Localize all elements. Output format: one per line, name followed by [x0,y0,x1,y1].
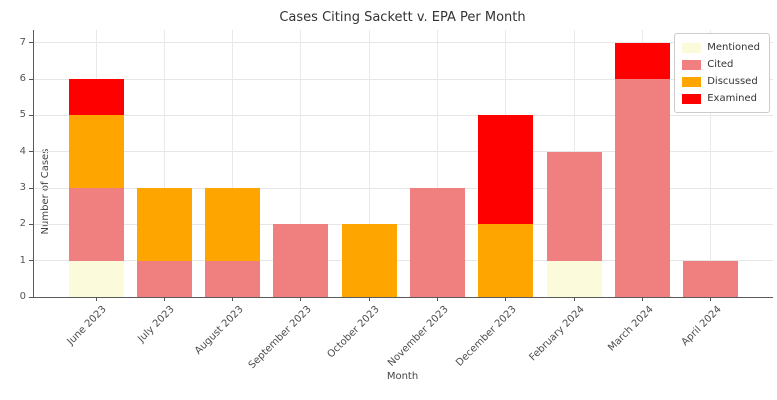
y-tick-label: 6 [19,73,26,85]
legend-label: Mentioned [707,42,760,53]
y-axis-label: Number of Cases [40,148,51,235]
legend-swatch-icon [682,76,702,87]
y-tick-label: 5 [19,109,26,121]
bar-segment-cited [205,260,261,297]
legend-item: Mentioned [682,39,760,56]
bar-segment-discussed [341,224,397,297]
bar-segment-mentioned [546,260,602,297]
gridline-v [163,30,165,297]
gridline-v [232,30,234,297]
x-tick-mark [505,297,507,301]
legend-label: Examined [707,93,757,104]
y-tick-label: 3 [19,182,26,194]
gridline-h [34,223,773,225]
bar-segment-cited [136,260,192,297]
gridline-h [34,187,773,189]
bar-segment-cited [683,260,739,297]
x-tick-mark [368,297,370,301]
bar-segment-examined [478,115,534,225]
bar-segment-examined [615,42,671,80]
x-tick-mark [95,297,97,301]
bar-segment-cited [615,79,671,297]
bar-segment-examined [68,79,124,116]
bar-segment-cited [410,188,466,297]
gridline-h [34,114,773,116]
y-tick-mark [29,260,33,262]
y-tick-mark [29,114,33,116]
gridline-h [34,151,773,153]
gridline-h [34,260,773,262]
y-tick-label: 7 [19,36,26,48]
bar-segment-discussed [136,188,192,261]
legend: Mentioned Cited Discussed Examined [674,33,770,113]
x-tick-mark [300,297,302,301]
legend-label: Discussed [707,76,758,87]
bar-segment-discussed [205,188,261,261]
bar-segment-discussed [478,224,534,297]
legend-item: Examined [682,90,760,107]
legend-swatch-icon [682,42,702,53]
x-tick-mark [163,297,165,301]
y-tick-mark [29,42,33,44]
y-tick-label: 2 [19,218,26,230]
legend-item: Cited [682,56,760,73]
x-tick-mark [710,297,712,301]
bar-segment-cited [68,188,124,261]
y-tick-mark [29,151,33,153]
y-tick-label: 1 [19,254,26,266]
bar-segment-discussed [68,115,124,188]
y-tick-mark [29,223,33,225]
x-tick-mark [573,297,575,301]
legend-item: Discussed [682,73,760,90]
x-axis-label: Month [386,371,419,382]
legend-swatch-icon [682,93,702,104]
bar-segment-cited [546,151,602,261]
gridline-h [34,78,773,80]
x-tick-mark [642,297,644,301]
gridline-v [368,30,370,297]
y-tick-mark [29,296,33,298]
legend-swatch-icon [682,59,702,70]
legend-label: Cited [707,59,734,70]
gridline-v [437,30,439,297]
x-tick-mark [232,297,234,301]
gridline-v [300,30,302,297]
y-tick-mark [29,187,33,189]
gridline-h [34,42,773,44]
gridline-v [710,30,712,297]
y-tick-mark [29,78,33,80]
y-tick-label: 0 [19,291,26,302]
y-tick-label: 4 [19,145,26,157]
x-tick-mark [437,297,439,301]
chart-title: Cases Citing Sackett v. EPA Per Month [279,10,526,25]
plot-area: Number of Cases 0 1 2 3 4 5 6 7 June 2023 July 20… [20,30,773,371]
bar-segment-cited [273,224,329,297]
bar-segment-mentioned [68,260,124,297]
